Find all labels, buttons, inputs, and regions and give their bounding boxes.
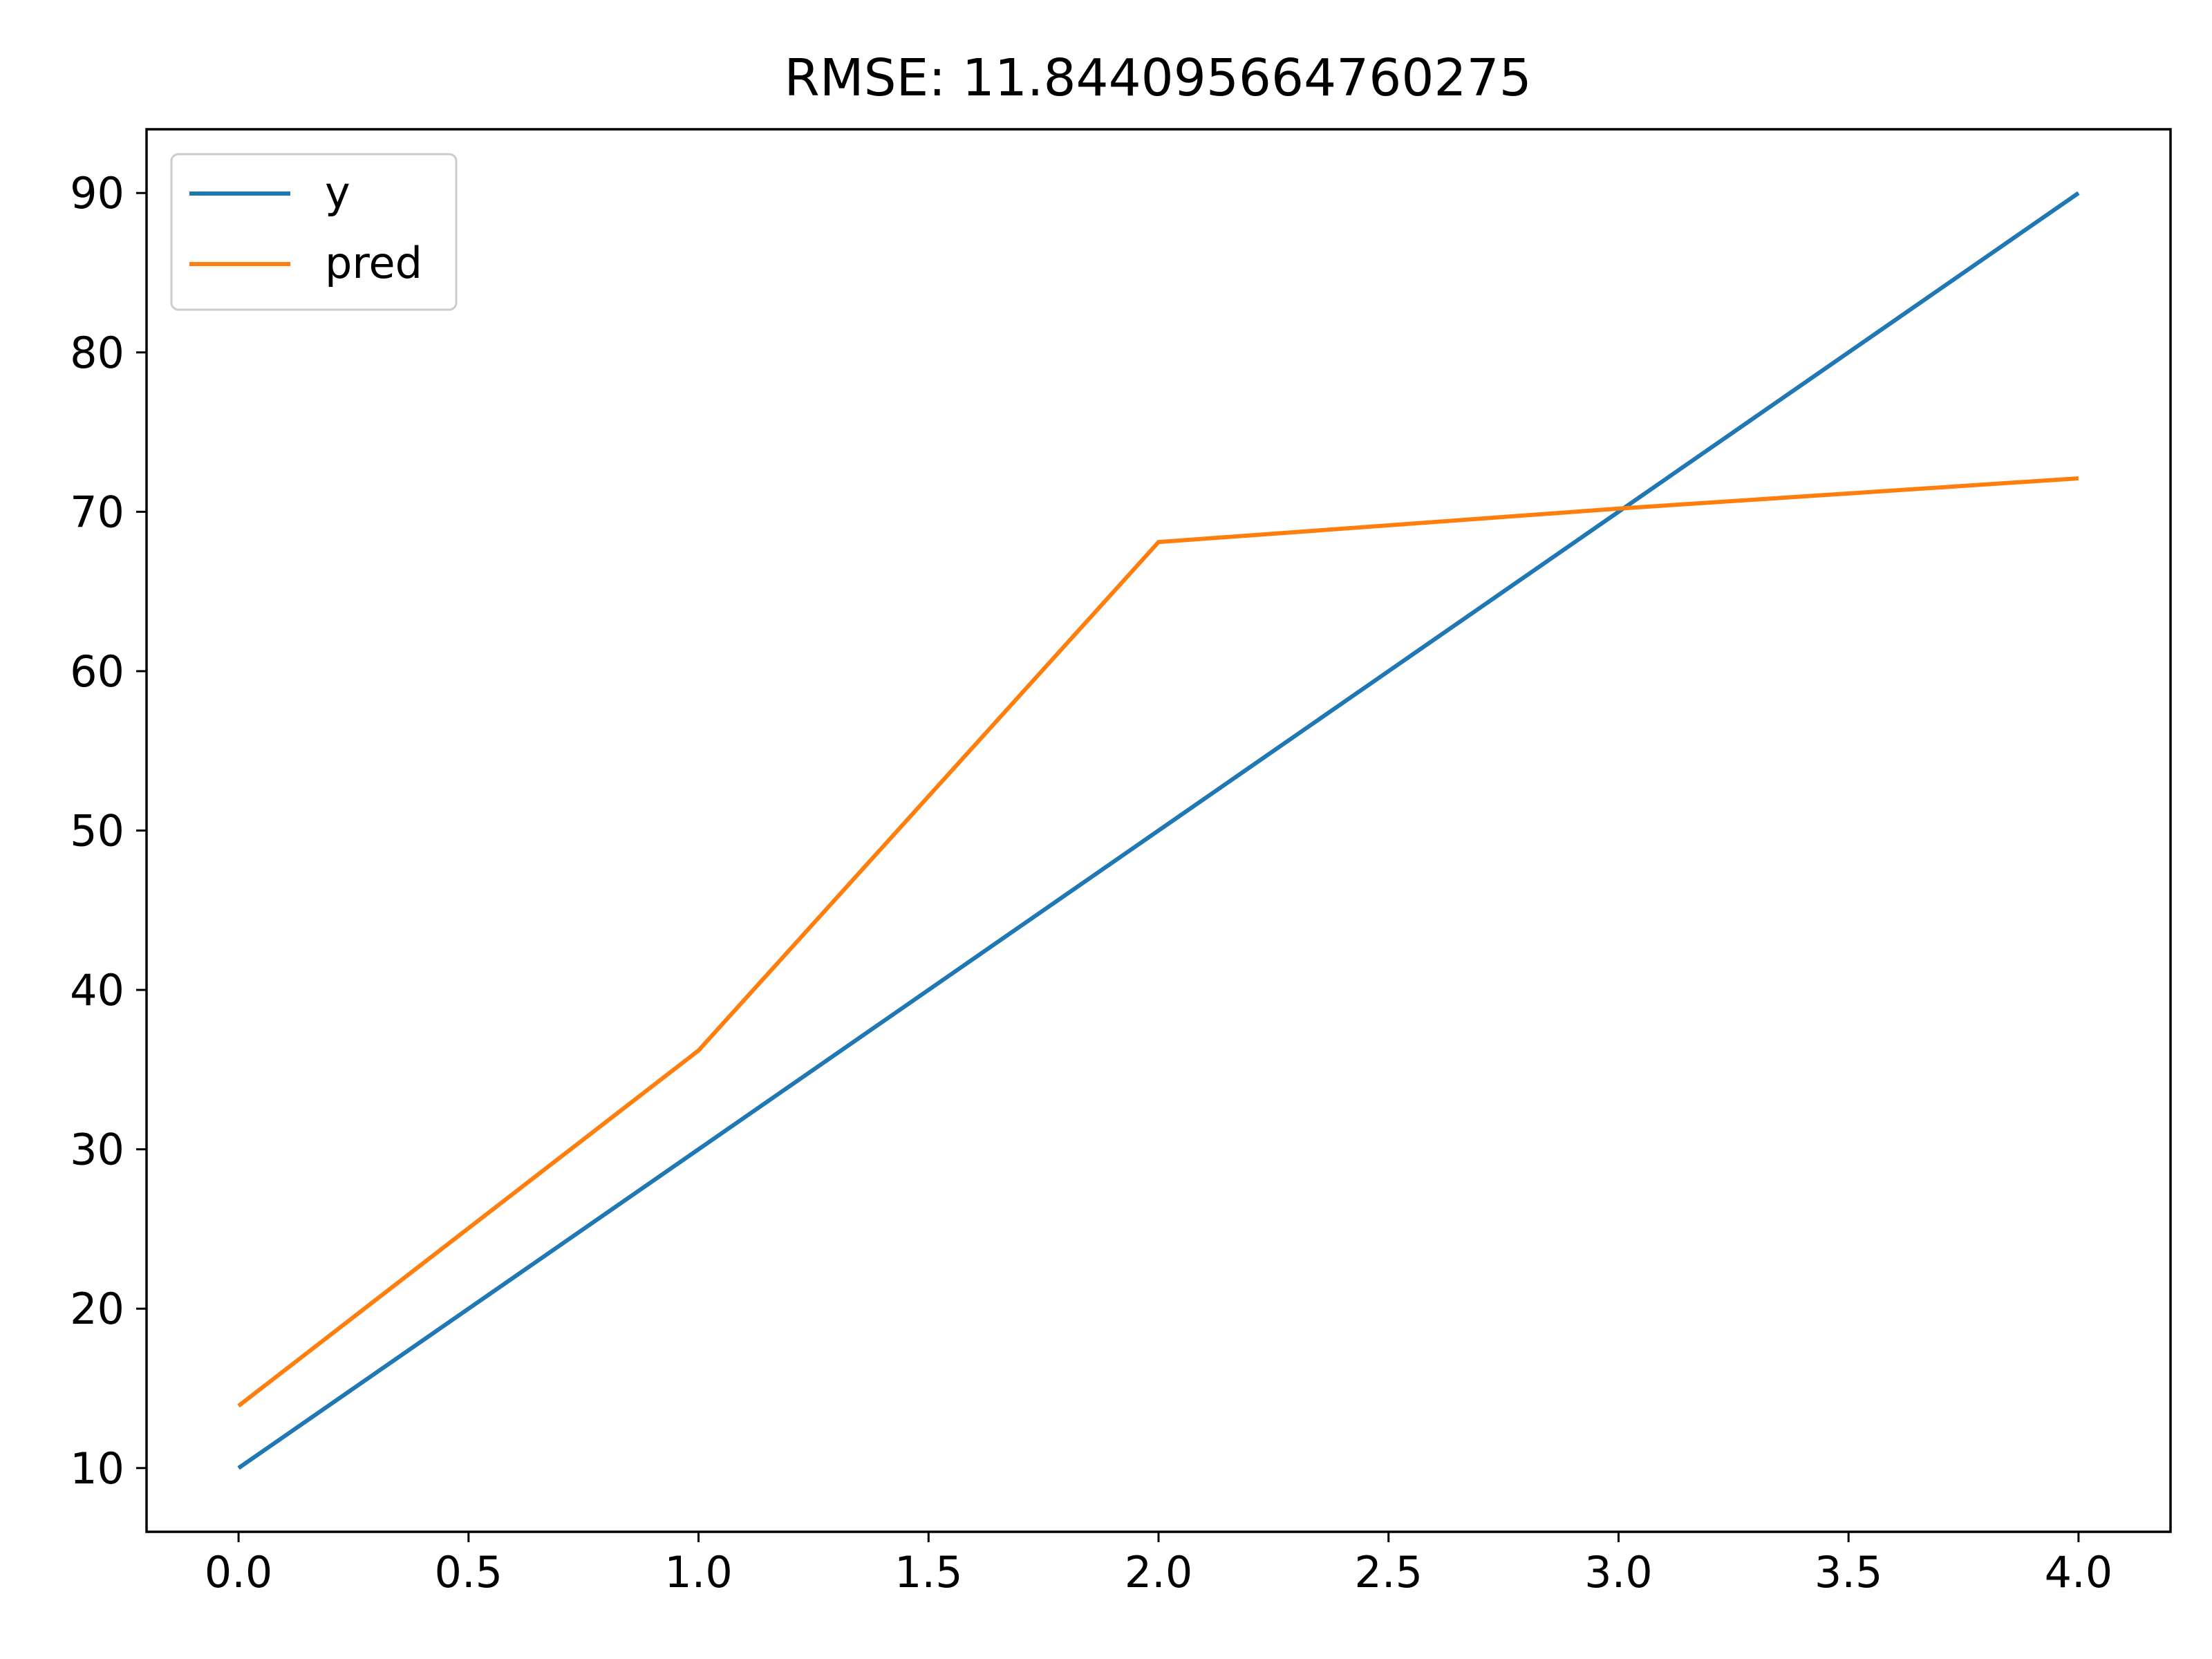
series-line-pred [237, 476, 2079, 1408]
x-tick-label: 0.0 [205, 1547, 273, 1597]
x-tick-label: 1.0 [664, 1547, 733, 1597]
x-tick-label: 4.0 [2045, 1547, 2113, 1597]
y-tick-label: 30 [70, 1125, 124, 1175]
y-tick-label: 10 [70, 1443, 124, 1494]
plot-frame [145, 128, 2172, 1533]
chart-title: RMSE: 11.844095664760275 [784, 48, 1531, 108]
x-tick-label: 1.5 [894, 1547, 963, 1597]
series-line-y [237, 191, 2080, 1470]
series-layer [237, 191, 2080, 1470]
legend: y pred [170, 153, 458, 311]
ticks-layer: 0.0 0.5 1.0 1.5 2.0 2.5 3.0 3.5 4.0 10 20 30 40 50 60 7… [70, 168, 2112, 1597]
y-tick-label: 50 [70, 806, 124, 856]
y-tick-label: 80 [70, 328, 124, 378]
y-tick-label: 40 [70, 965, 124, 1015]
legend-label-y: y [325, 167, 350, 218]
y-tick-label: 60 [70, 646, 124, 697]
x-tick-label: 3.0 [1584, 1547, 1653, 1597]
y-tick-label: 20 [70, 1284, 124, 1334]
y-tick-label: 70 [70, 487, 124, 537]
x-tick-label: 0.5 [435, 1547, 503, 1597]
x-tick-label: 3.5 [1815, 1547, 1883, 1597]
y-tick-label: 90 [70, 168, 124, 218]
x-tick-label: 2.5 [1354, 1547, 1423, 1597]
legend-label-pred: pred [325, 238, 422, 288]
x-tick-label: 2.0 [1125, 1547, 1193, 1597]
